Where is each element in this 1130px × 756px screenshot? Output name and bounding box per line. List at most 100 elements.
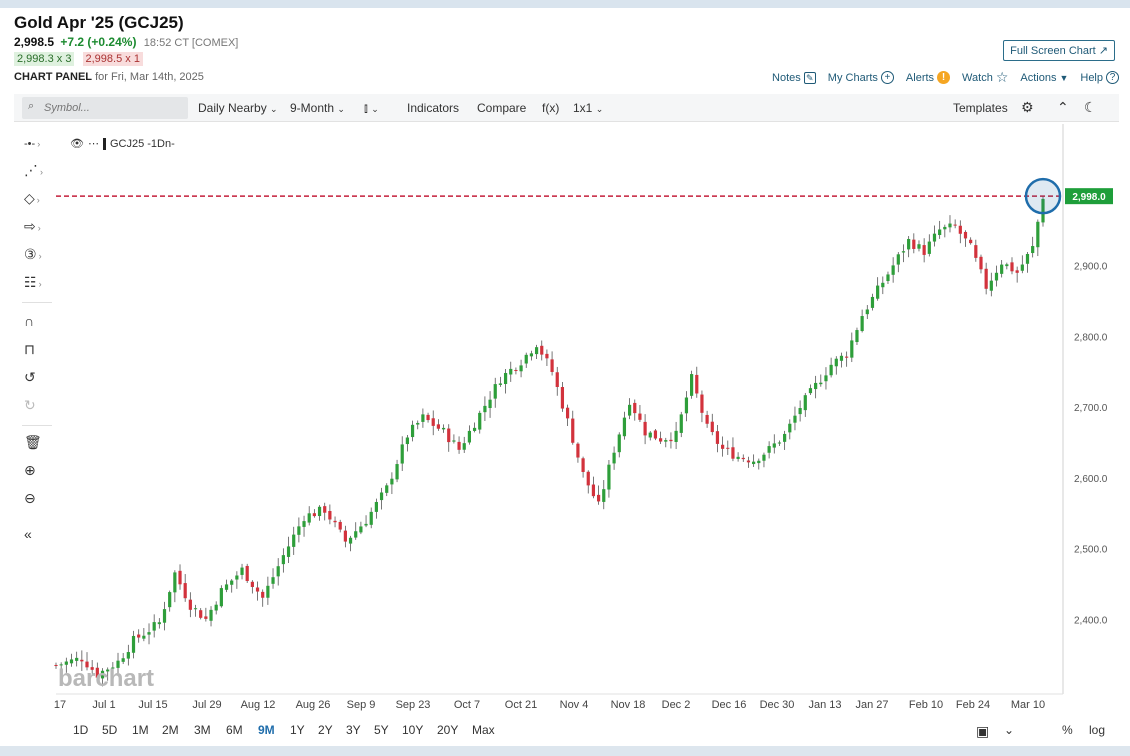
range-button-2m[interactable]: 2M (162, 723, 179, 737)
alerts-link[interactable]: Alerts ! (906, 71, 951, 84)
arrow-tool[interactable]: ⇨ › (24, 218, 52, 238)
zoom-out-tool[interactable]: ⊖ (24, 490, 52, 510)
range-button-3y[interactable]: 3Y (346, 723, 361, 737)
layout-dropdown[interactable]: 1x1 ⌄ (573, 101, 603, 115)
candle-up (240, 567, 244, 575)
candle-up (752, 461, 756, 465)
range-button-5d[interactable]: 5D (102, 723, 118, 737)
percent-toggle[interactable]: % (1062, 723, 1073, 737)
candle-up (690, 374, 694, 396)
gear-icon[interactable]: ⚙ (1021, 99, 1034, 115)
range-button-1y[interactable]: 1Y (290, 723, 305, 737)
candle-up (281, 555, 285, 565)
range-button-1d[interactable]: 1D (73, 723, 89, 737)
candle-down (576, 443, 580, 458)
magnet-tool[interactable]: ∩ (24, 313, 52, 333)
help-label: Help (1080, 71, 1103, 84)
candle-down (963, 231, 968, 239)
last-price: 2,998.5 (14, 35, 55, 49)
range-button-5y[interactable]: 5Y (374, 723, 389, 737)
magnet-icon: ∩ (24, 313, 35, 329)
range-button-20y[interactable]: 20Y (437, 723, 459, 737)
indicators-button[interactable]: Indicators (407, 101, 460, 115)
trendline-icon: ⋰ (24, 162, 38, 178)
actions-menu[interactable]: Actions ▼ (1020, 72, 1068, 84)
candle-up (865, 309, 869, 315)
candle-up (901, 251, 906, 253)
function-button[interactable]: f(x) (542, 101, 560, 115)
period-dropdown[interactable]: 9-Month ⌄ (290, 101, 345, 115)
candle-down (80, 659, 84, 662)
candle-down (596, 494, 601, 502)
candle-down (312, 513, 316, 517)
counter-tool[interactable]: ③ › (24, 246, 52, 266)
candle-up (1041, 198, 1045, 223)
candle-up (509, 368, 513, 375)
candle-up (224, 584, 229, 590)
help-link[interactable]: Help ? (1080, 71, 1119, 84)
candlestick-icon: ⫾ (364, 101, 368, 115)
my-charts-link[interactable]: My Charts + (828, 71, 894, 84)
candle-up (266, 585, 270, 598)
range-button-2y[interactable]: 2Y (318, 723, 333, 737)
more-icon[interactable]: ⋯ (87, 138, 99, 150)
shape-tool[interactable]: ◇ › (24, 190, 52, 210)
fibonacci-tool[interactable]: ☷ › (24, 274, 52, 294)
candle-up (173, 572, 177, 593)
candle-up (772, 443, 776, 448)
candle-up (219, 588, 223, 607)
calendar-icon[interactable]: ▣ (976, 723, 990, 739)
candle-down (695, 374, 699, 394)
candle-up (876, 285, 880, 299)
candle-up (416, 422, 420, 425)
chart-type-dropdown[interactable]: ⫾ ⌄ (364, 101, 379, 116)
templates-button[interactable]: Templates (953, 101, 1008, 115)
collapse-icon[interactable]: ⌃ (1057, 99, 1069, 115)
lock-tool[interactable]: ⊓ (24, 341, 52, 361)
log-toggle[interactable]: log (1089, 723, 1106, 737)
candle-up (157, 622, 161, 625)
watch-link[interactable]: Watch ☆ (962, 69, 1008, 86)
dropdown-chevron-icon[interactable]: ⌄ (1004, 723, 1015, 737)
range-button-max[interactable]: Max (472, 723, 495, 737)
range-button-10y[interactable]: 10Y (402, 723, 424, 737)
x-tick-label: Aug 12 (241, 699, 276, 711)
undo-tool[interactable]: ↺ (24, 369, 52, 389)
collapse-sidebar-button[interactable]: « (24, 526, 52, 546)
candle-up (59, 664, 63, 666)
candle-down (633, 402, 637, 414)
divider (22, 302, 52, 303)
range-button-9m[interactable]: 9M (258, 723, 275, 737)
eye-icon[interactable]: 👁 (70, 138, 84, 150)
moon-icon[interactable]: ☾ (1084, 99, 1097, 115)
compare-button[interactable]: Compare (477, 101, 527, 115)
notes-link[interactable]: Notes ✎ (772, 71, 816, 84)
price-chart[interactable]: 2,400.0 2,500.0 2,600.0 2,700.0 2,800.0 2,900… (0, 124, 1130, 756)
x-tick-label: Mar 10 (1011, 699, 1045, 711)
candle-up (1031, 246, 1035, 254)
candle-up (472, 427, 477, 431)
arrow-icon: ⇨ (24, 218, 36, 234)
trendline-tool[interactable]: ⋰ › (24, 162, 52, 182)
candle-down (669, 439, 673, 442)
candle-down (726, 447, 730, 449)
candle-up (896, 254, 900, 265)
chevron-right-icon: › (37, 223, 41, 233)
delete-tool[interactable]: 🗑 (24, 434, 52, 454)
symbol-search-input[interactable] (22, 97, 188, 119)
candle-up (364, 523, 368, 526)
range-button-3m[interactable]: 3M (194, 723, 211, 737)
range-button-6m[interactable]: 6M (226, 723, 243, 737)
y-tick-label: 2,500.0 (1074, 545, 1108, 556)
range-button-1m[interactable]: 1M (132, 723, 149, 737)
my-charts-label: My Charts (827, 71, 878, 84)
candle-up (829, 364, 833, 376)
daily-nearby-dropdown[interactable]: Daily Nearby ⌄ (198, 101, 278, 115)
crosshair-tool[interactable]: -•- › (24, 134, 52, 154)
full-screen-chart-button[interactable]: Full Screen Chart ↗ (1003, 40, 1115, 61)
x-tick-label: Oct 21 (505, 699, 537, 711)
redo-tool[interactable]: ↻ (24, 397, 52, 417)
zoom-in-tool[interactable]: ⊕ (24, 462, 52, 482)
candle-down (514, 369, 518, 371)
candle-up (824, 375, 828, 382)
